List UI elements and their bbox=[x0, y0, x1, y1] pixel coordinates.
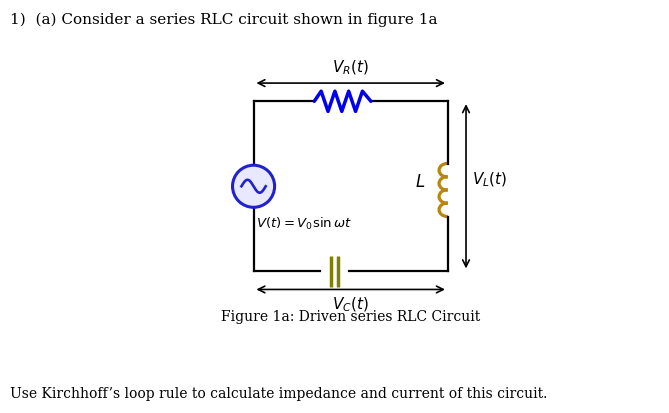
Circle shape bbox=[233, 165, 274, 207]
Text: Figure 1a: Driven series RLC Circuit: Figure 1a: Driven series RLC Circuit bbox=[221, 310, 480, 324]
Text: $V_L(t)$: $V_L(t)$ bbox=[472, 171, 507, 190]
Text: $V_R(t)$: $V_R(t)$ bbox=[332, 59, 369, 77]
Text: 1)  (a) Consider a series RLC circuit shown in figure 1a: 1) (a) Consider a series RLC circuit sho… bbox=[10, 12, 438, 27]
Text: $L$: $L$ bbox=[415, 174, 425, 191]
Text: $V(t) =V_0 \sin\omega t$: $V(t) =V_0 \sin\omega t$ bbox=[256, 216, 352, 232]
Text: Use Kirchhoff’s loop rule to calculate impedance and current of this circuit.: Use Kirchhoff’s loop rule to calculate i… bbox=[10, 387, 547, 401]
Text: $V_C(t)$: $V_C(t)$ bbox=[332, 296, 369, 314]
